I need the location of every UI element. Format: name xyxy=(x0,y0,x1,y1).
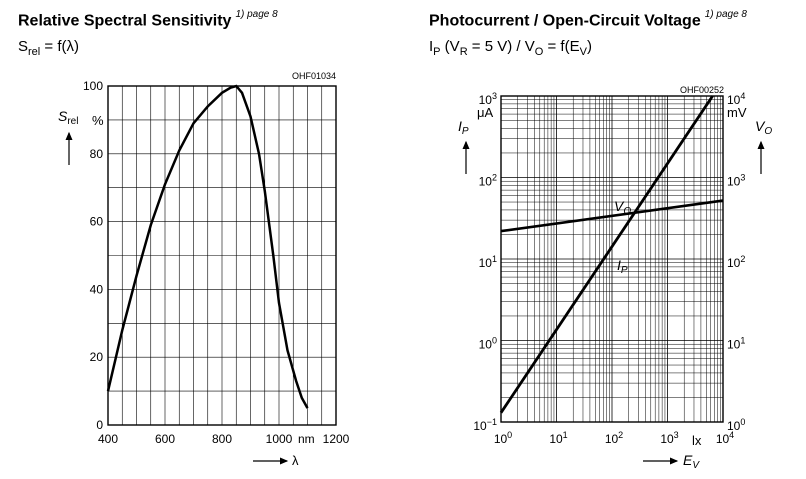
right-x-axis-unit: lx xyxy=(692,433,702,448)
left-title-text: Relative Spectral Sensitivity xyxy=(18,12,232,30)
right-y-axis-right-label: VO xyxy=(755,118,772,137)
left-x-tick-label: 800 xyxy=(212,432,232,446)
right-x-tick-label: 101 xyxy=(549,430,567,446)
left-subtitle-symbol: S xyxy=(18,38,29,55)
left-x-tick-label: 1000 xyxy=(266,432,293,446)
left-x-tick-label: 1200 xyxy=(323,432,350,446)
left-y-tick-label: 80 xyxy=(90,147,104,161)
left-chart-title: Relative Spectral Sensitivity 1) page 8 xyxy=(18,9,278,30)
right-y-right-tick-label: 101 xyxy=(727,336,745,352)
right-y-left-tick-label: 100 xyxy=(479,336,497,352)
right-x-tick-label: 100 xyxy=(494,430,512,446)
right-x-tick-label: 102 xyxy=(605,430,623,446)
left-y-tick-label: 20 xyxy=(90,350,104,364)
right-title-text: Photocurrent / Open-Circuit Voltage xyxy=(429,12,701,30)
right-plot-frame xyxy=(500,95,724,423)
right-y-axis-left-label: IP xyxy=(458,118,469,137)
left-chart-subtitle: Srel = f(λ) xyxy=(18,38,79,58)
left-y-axis-unit: % xyxy=(92,113,104,128)
right-gridlines xyxy=(501,96,723,422)
left-x-axis-unit: nm xyxy=(298,432,315,446)
right-title-footnote: 1) page 8 xyxy=(704,9,747,20)
left-plot-frame xyxy=(107,85,337,426)
right-y-axis-left-unit: μA xyxy=(477,105,493,120)
right-x-axis-label: EV xyxy=(683,452,700,471)
right-chart-subtitle: IP (VR = 5 V) / VO = f(EV) xyxy=(429,38,592,58)
left-tick-labels: 400 600 800 1000 1200 nm 0 20 40 60 80 100 xyxy=(83,79,350,446)
left-title-footnote: 1) page 8 xyxy=(235,9,278,20)
left-y-tick-label: 100 xyxy=(83,79,103,93)
right-chart-title: Photocurrent / Open-Circuit Voltage 1) pa… xyxy=(429,9,747,30)
right-y-right-tick-label: 102 xyxy=(727,254,745,270)
left-x-axis-label: λ xyxy=(292,453,299,468)
right-series-ip-label: IP xyxy=(617,257,628,276)
left-y-axis-subscript: rel xyxy=(67,116,78,127)
right-series-vo-line xyxy=(500,199,724,233)
left-y-tick-label: 40 xyxy=(90,282,104,296)
left-x-tick-label: 400 xyxy=(98,432,118,446)
right-series-ip-line xyxy=(499,95,714,414)
right-y-right-tick-label: 100 xyxy=(727,417,745,433)
left-y-axis-symbol: S xyxy=(58,108,68,124)
left-subtitle-rest: = f(λ) xyxy=(40,38,80,55)
right-y-left-tick-label: 10−1 xyxy=(473,417,497,433)
right-chart-code: OHF00252 xyxy=(680,85,724,95)
left-series-srel-line xyxy=(106,84,309,409)
left-y-tick-label: 0 xyxy=(96,418,103,432)
left-x-tick-label: 600 xyxy=(155,432,175,446)
left-gridlines xyxy=(107,85,337,426)
left-subtitle-subscript: rel xyxy=(28,46,41,58)
right-y-axis-right-unit: mV xyxy=(727,105,747,120)
right-y-left-tick-label: 102 xyxy=(479,173,497,189)
left-y-axis-label: Srel xyxy=(58,108,78,127)
right-y-right-tick-label: 103 xyxy=(727,173,745,189)
right-y-left-tick-label: 101 xyxy=(479,254,497,270)
right-x-tick-label: 103 xyxy=(660,430,678,446)
left-y-tick-label: 60 xyxy=(90,215,104,229)
left-chart-code: OHF01034 xyxy=(292,71,336,81)
